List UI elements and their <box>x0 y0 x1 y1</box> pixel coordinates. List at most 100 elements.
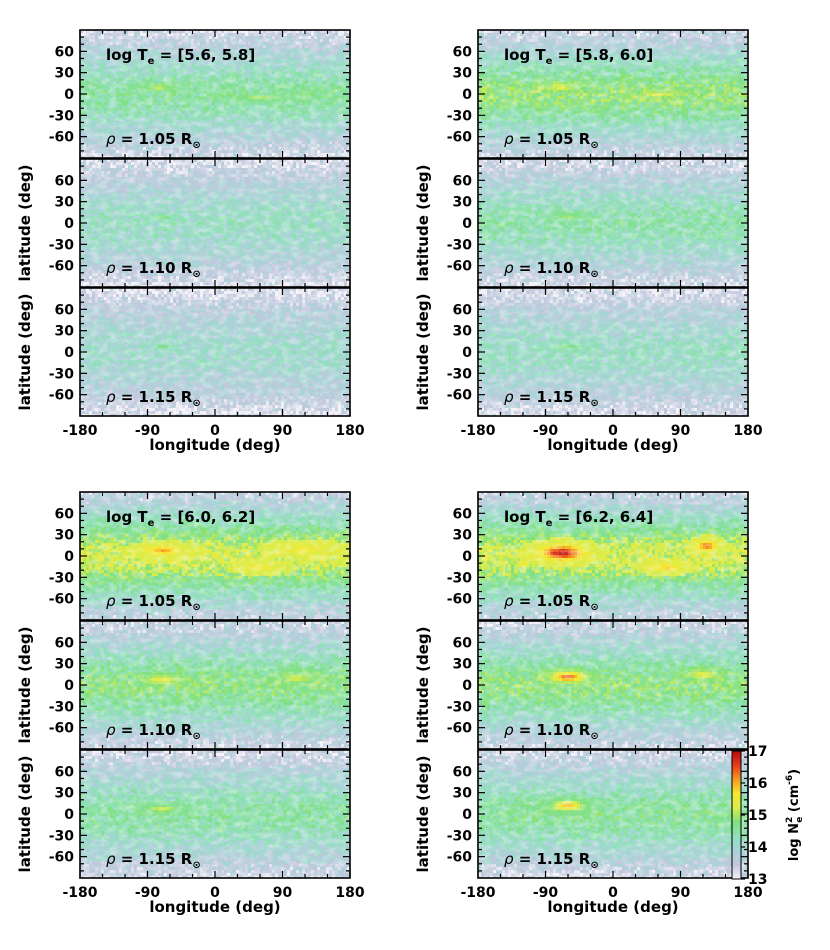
y-tick-label: -30 <box>447 570 473 586</box>
y-tick-label: -30 <box>49 237 75 253</box>
y-tick-label: 0 <box>462 87 472 103</box>
y-tick-label: 0 <box>64 345 74 361</box>
y-tick-label: 30 <box>453 657 473 673</box>
rho-label: ρ = 1.15 R⊙ <box>106 850 201 871</box>
x-tick-label: 90 <box>273 423 293 439</box>
heatmap-field <box>80 288 350 416</box>
y-tick-label: -60 <box>49 721 75 737</box>
y-axis-label: latitude (deg) <box>16 294 34 411</box>
x-tick-label: -90 <box>135 423 161 439</box>
x-tick-label: 180 <box>733 423 762 439</box>
y-axis-label: latitude (deg) <box>16 627 34 744</box>
y-tick-label: -30 <box>447 699 473 715</box>
heatmap-field <box>478 750 748 878</box>
y-tick-label: -60 <box>447 259 473 275</box>
y-tick-label: 0 <box>64 678 74 694</box>
map-row-1: 60 30 0 -30 -60 ρ = 1.10 R⊙ <box>49 620 351 750</box>
y-tick-label: 0 <box>462 678 472 694</box>
x-tick-label: 0 <box>608 423 618 439</box>
y-tick-label: 60 <box>55 302 75 318</box>
y-tick-label: 60 <box>453 44 473 60</box>
heatmap-field <box>478 288 748 416</box>
colorbar-tick-label: 14 <box>748 840 768 856</box>
heatmap-field <box>80 492 350 620</box>
y-axis-label: latitude (deg) <box>414 756 432 873</box>
y-tick-label: 60 <box>55 506 75 522</box>
heatmap-field <box>478 492 748 620</box>
heatmap-field <box>80 621 350 749</box>
y-tick-label: -30 <box>447 366 473 382</box>
y-tick-label: -60 <box>49 130 75 146</box>
y-tick-label: 60 <box>55 764 75 780</box>
x-tick-label: -180 <box>62 423 97 439</box>
y-axis-label: latitude (deg) <box>16 756 34 873</box>
map-row-0: 60 30 0 -30 -60 ρ = 1.05 R⊙ log Te = [5.6, 5.8… <box>49 29 351 159</box>
y-tick-label: 30 <box>453 195 473 211</box>
y-tick-label: -30 <box>447 828 473 844</box>
x-tick-label: -90 <box>135 885 161 901</box>
x-axis-label: longitude (deg) <box>149 436 280 454</box>
x-tick-label: 0 <box>210 423 220 439</box>
y-tick-label: 30 <box>55 66 75 82</box>
x-tick-label: 90 <box>671 885 691 901</box>
y-tick-label: -60 <box>49 388 75 404</box>
map-row-1: 60 30 0 -30 -60 ρ = 1.10 R⊙ <box>447 620 749 750</box>
y-tick-label: 0 <box>64 807 74 823</box>
rho-label: ρ = 1.05 R⊙ <box>504 592 599 613</box>
y-tick-label: -60 <box>447 592 473 608</box>
y-tick-label: -60 <box>49 259 75 275</box>
y-tick-label: 30 <box>55 657 75 673</box>
x-tick-label: 90 <box>273 885 293 901</box>
heatmap-field <box>80 30 350 158</box>
map-row-2: 60 30 0 -30 -60 ρ = 1.15 R⊙ <box>447 749 749 879</box>
y-axis-label: latitude (deg) <box>414 627 432 744</box>
heatmap-field <box>478 621 748 749</box>
y-tick-label: 30 <box>55 786 75 802</box>
y-tick-label: 30 <box>453 528 473 544</box>
x-axis-label: longitude (deg) <box>547 898 678 916</box>
rho-label: ρ = 1.05 R⊙ <box>504 130 599 151</box>
y-tick-label: -60 <box>49 850 75 866</box>
rho-label: ρ = 1.15 R⊙ <box>504 850 599 871</box>
colorbar-tick-label: 16 <box>748 776 767 792</box>
y-tick-label: -60 <box>49 592 75 608</box>
y-tick-label: -30 <box>447 237 473 253</box>
heatmap-field <box>80 159 350 287</box>
x-tick-label: 180 <box>733 885 762 901</box>
heatmap-field <box>80 750 350 878</box>
y-tick-label: -60 <box>447 130 473 146</box>
y-tick-label: 0 <box>462 345 472 361</box>
y-tick-label: 0 <box>462 549 472 565</box>
colorbar-ramp <box>731 750 742 880</box>
x-tick-label: 180 <box>335 885 364 901</box>
x-tick-label: -180 <box>62 885 97 901</box>
x-tick-label: 90 <box>671 423 691 439</box>
rho-label: ρ = 1.15 R⊙ <box>504 388 599 409</box>
y-tick-label: 30 <box>55 195 75 211</box>
colorbar-label: log N2e (cm-6) <box>785 769 805 861</box>
y-tick-label: 0 <box>64 549 74 565</box>
panel-1: 60 30 0 -30 -60 ρ = 1.05 R⊙ log Te = [5.8, 6.0… <box>414 29 763 454</box>
x-tick-label: -180 <box>460 885 495 901</box>
y-tick-label: 30 <box>55 324 75 340</box>
y-tick-label: -30 <box>447 108 473 124</box>
y-tick-label: 60 <box>453 302 473 318</box>
y-tick-label: -30 <box>49 108 75 124</box>
y-tick-label: 60 <box>453 764 473 780</box>
y-tick-label: -30 <box>49 366 75 382</box>
colorbar-tick-label: 13 <box>748 872 767 888</box>
rho-label: ρ = 1.15 R⊙ <box>106 388 201 409</box>
map-row-2: 60 30 0 -30 -60 ρ = 1.15 R⊙ <box>447 287 749 417</box>
x-tick-label: 0 <box>210 885 220 901</box>
map-row-1: 60 30 0 -30 -60 ρ = 1.10 R⊙ <box>49 158 351 288</box>
y-tick-label: -30 <box>49 828 75 844</box>
heatmap-field <box>478 30 748 158</box>
rho-label: ρ = 1.10 R⊙ <box>504 259 599 280</box>
y-tick-label: 60 <box>55 173 75 189</box>
map-row-0: 60 30 0 -30 -60 ρ = 1.05 R⊙ log Te = [6.2, 6.4… <box>447 491 749 621</box>
rho-label: ρ = 1.05 R⊙ <box>106 592 201 613</box>
y-tick-label: 30 <box>453 786 473 802</box>
x-tick-label: -180 <box>460 423 495 439</box>
map-row-0: 60 30 0 -30 -60 ρ = 1.05 R⊙ log Te = [5.8, 6.0… <box>447 29 749 159</box>
map-row-2: 60 30 0 -30 -60 ρ = 1.15 R⊙ <box>49 287 351 417</box>
